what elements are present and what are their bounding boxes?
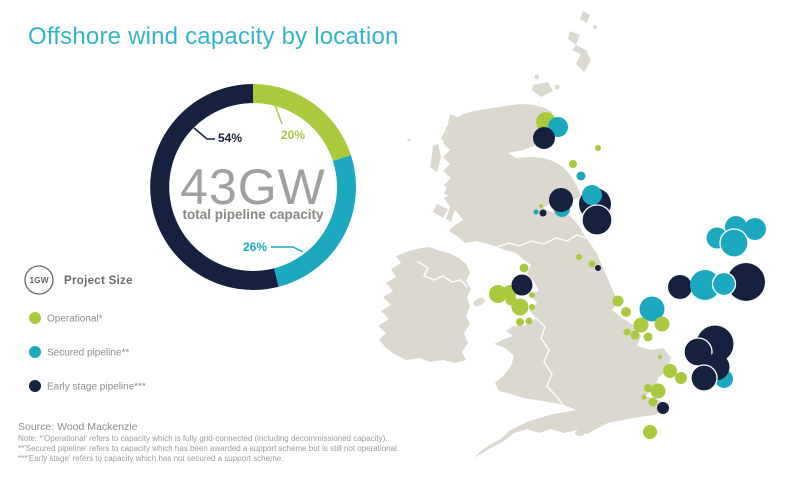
map-bubble-es bbox=[657, 402, 669, 414]
land-isle-of-wight bbox=[575, 430, 585, 436]
legend-item-label: Operational* bbox=[47, 314, 103, 325]
legend-item-operational: Operational* bbox=[29, 312, 103, 325]
map-bubble-op bbox=[516, 318, 524, 326]
map-bubble-op bbox=[588, 260, 596, 268]
map-bubble-op bbox=[643, 332, 653, 342]
size-key-circle-icon bbox=[24, 265, 54, 295]
early-stage-pipeline-dot-icon bbox=[29, 380, 41, 392]
map-bubble-op bbox=[658, 355, 662, 359]
note-line-2: **'Secured pipeline' refers to capacity … bbox=[18, 444, 399, 453]
map-bubble-op bbox=[630, 330, 640, 340]
note-line-3: ***'Early stage' refers to capacity whic… bbox=[18, 454, 283, 463]
donut-pct-label-op: 20% bbox=[281, 128, 305, 142]
map-bubble-op bbox=[569, 160, 577, 168]
map-bubble-op bbox=[539, 204, 543, 208]
secured-pipeline-dot-icon bbox=[29, 346, 41, 358]
map-bubble-es bbox=[668, 275, 692, 299]
legend-item-label: Early stage pipeline*** bbox=[47, 382, 146, 393]
donut-center-value: 43GW bbox=[180, 159, 326, 215]
legend-item-label: Secured pipeline** bbox=[47, 348, 129, 359]
donut-center-label: total pipeline capacity bbox=[182, 207, 324, 222]
map-bubble-sec bbox=[582, 185, 602, 205]
map-bubble-op bbox=[650, 383, 666, 399]
map-bubble-es bbox=[581, 204, 613, 236]
map-bubble-op bbox=[641, 394, 647, 400]
map-bubble-sec bbox=[576, 171, 586, 181]
map-bubble-op bbox=[612, 295, 624, 307]
land-great-britain bbox=[443, 104, 671, 458]
map-bubble-op bbox=[595, 145, 601, 151]
donut-segment-sec bbox=[273, 155, 356, 287]
land-hebrides bbox=[407, 114, 471, 222]
map-bubble-op bbox=[623, 328, 631, 336]
donut-pct-label-es: 54% bbox=[218, 131, 242, 145]
donut-segment-es bbox=[150, 84, 279, 290]
donut-chart: 20% 26% 54% 43GW total pipeline capacity bbox=[150, 84, 356, 290]
operational-dot-icon bbox=[29, 312, 41, 324]
map-bubble-es bbox=[533, 127, 555, 149]
donut-callout-line-es bbox=[193, 127, 215, 140]
map-bubble-es bbox=[511, 274, 533, 296]
land-shetland bbox=[568, 11, 597, 72]
map-bubble-op bbox=[644, 384, 652, 392]
donut-segments bbox=[150, 84, 356, 290]
map-bubble-op bbox=[633, 317, 649, 333]
border-wales-england bbox=[535, 317, 565, 407]
map-bubbles bbox=[489, 112, 766, 439]
map-bubble-es bbox=[595, 265, 601, 271]
map-bubble-sec bbox=[744, 218, 766, 240]
land-orkney bbox=[532, 74, 560, 97]
land-isle-of-man bbox=[473, 297, 485, 307]
source-block: Source: Wood Mackenzie Note: *'Operation… bbox=[18, 421, 399, 463]
map-bubble-op bbox=[663, 364, 677, 378]
source-text: Source: Wood Mackenzie bbox=[18, 421, 138, 433]
map-bubble-op bbox=[648, 397, 658, 407]
map-bubble-op bbox=[654, 316, 670, 332]
map bbox=[378, 11, 766, 458]
legend-item-secured-pipeline: Secured pipeline** bbox=[29, 346, 129, 359]
map-bubble-op bbox=[511, 298, 529, 316]
legend: Operational* Secured pipeline** Early st… bbox=[29, 312, 146, 393]
donut-pct-label-sec: 26% bbox=[243, 240, 267, 254]
map-bubble-op bbox=[675, 372, 687, 384]
map-bubble-op bbox=[643, 425, 657, 439]
donut-callout-labels: 20% 26% 54% bbox=[193, 104, 305, 254]
map-bubble-op bbox=[529, 304, 535, 310]
map-bubble-sec bbox=[639, 296, 665, 322]
donut-callout-line-op bbox=[274, 104, 283, 125]
map-bubble-sec bbox=[533, 209, 539, 215]
note-line-1: Note: *'Operational' refers to capacity … bbox=[18, 434, 387, 443]
map-bubble-es bbox=[727, 263, 765, 301]
map-bubble-es bbox=[690, 364, 718, 392]
map-bubble-sec bbox=[719, 228, 749, 258]
map-bubble-sec bbox=[711, 271, 737, 297]
map-bubble-op bbox=[489, 285, 507, 303]
map-bubble-sec bbox=[690, 270, 720, 300]
border-scotland-england bbox=[496, 234, 587, 248]
map-bubble-op bbox=[519, 263, 529, 273]
size-key-title: Project Size bbox=[64, 275, 133, 287]
donut-callout-line-sec bbox=[271, 246, 304, 253]
map-land bbox=[378, 11, 671, 458]
map-bubble-es bbox=[549, 188, 573, 212]
map-bubble-op bbox=[621, 307, 631, 317]
page-title: Offshore wind capacity by location bbox=[28, 23, 399, 50]
donut-segment-op bbox=[252, 84, 351, 162]
land-ireland bbox=[378, 247, 471, 363]
map-bubble-es bbox=[539, 209, 547, 217]
map-bubble-op bbox=[576, 254, 582, 260]
size-key-circle-label: 1GW bbox=[29, 275, 49, 285]
map-bubble-op bbox=[529, 292, 535, 298]
size-key: 1GW Project Size bbox=[24, 265, 133, 295]
border-northern-ireland bbox=[417, 261, 468, 288]
legend-item-early-stage-pipeline: Early stage pipeline*** bbox=[29, 380, 146, 393]
map-bubble-op bbox=[525, 317, 533, 325]
